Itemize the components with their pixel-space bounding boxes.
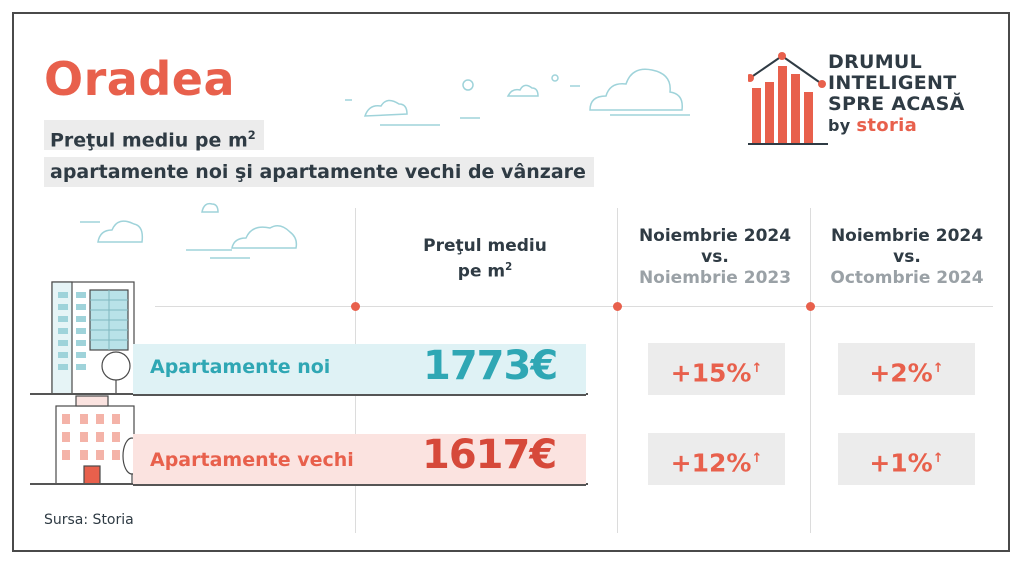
city-title: Oradea — [44, 52, 235, 106]
new-yoy-value: +15% — [670, 358, 752, 388]
sun-icon — [551, 74, 559, 82]
new-mom-value: +2% — [869, 358, 933, 388]
subtitle-line-1-text: Preţul mediu pe m — [50, 129, 248, 152]
cloud-icon — [363, 99, 408, 117]
column-divider — [617, 208, 618, 533]
new-mom-change: +2%↑ — [838, 343, 975, 395]
mom-header-line-2: vs. — [893, 247, 921, 267]
storia-brand: storia — [856, 115, 918, 136]
subtitle-sup: 2 — [247, 128, 256, 142]
yoy-header-line-1: Noiembrie 2024 — [638, 226, 792, 246]
infographic-frame — [12, 12, 1010, 552]
yoy-header-line-2: vs. — [701, 247, 729, 267]
old-apartments-price: 1617€ — [422, 432, 557, 478]
arrow-up-icon: ↑ — [751, 451, 763, 466]
price-header-line-2: pe m2 — [400, 257, 570, 283]
arrow-up-icon: ↑ — [932, 451, 944, 466]
old-mom-value: +1% — [869, 448, 933, 478]
logo-line-3: SPRE ACASĂ — [828, 93, 965, 115]
new-yoy-change: +15%↑ — [648, 343, 785, 395]
logo-line-2: INTELIGENT — [828, 72, 957, 94]
yoy-header-line-3: Noiembrie 2023 — [638, 268, 792, 288]
mom-column-header: Noiembrie 2024 vs. Octombrie 2024 — [818, 226, 996, 289]
old-mom-change: +1%↑ — [838, 433, 975, 485]
cloud-icon — [201, 202, 219, 213]
cloud-icon — [97, 220, 144, 243]
cloud-icon — [506, 84, 539, 97]
price-header-sup: 2 — [505, 262, 513, 273]
cloud-icon — [231, 225, 298, 249]
cloud-icon — [589, 68, 683, 111]
divider-dot — [613, 302, 622, 311]
price-header-line-1: Preţul mediu — [423, 236, 547, 256]
subtitle-line-2: apartamente noi şi apartamente vechi de … — [44, 157, 594, 187]
divider-dot — [806, 302, 815, 311]
subtitle-line-1: Preţul mediu pe m2 — [44, 120, 264, 152]
new-apartments-price: 1773€ — [423, 343, 558, 389]
drumul-inteligent-logo-graphic — [748, 52, 828, 145]
new-apartments-label: Apartamente noi — [150, 356, 331, 378]
old-apartments-label: Apartamente vechi — [150, 449, 354, 471]
old-apartments-band — [133, 434, 586, 486]
mom-header-line-1: Noiembrie 2024 — [830, 226, 984, 246]
yoy-column-header: Noiembrie 2024 vs. Noiembrie 2023 — [625, 226, 805, 289]
house-bars-icon — [748, 52, 828, 145]
source-note: Sursa: Storia — [44, 512, 134, 528]
logo-by-text: by — [828, 116, 851, 135]
column-divider — [810, 208, 811, 533]
new-apartments-band — [133, 344, 586, 396]
logo-line-1: DRUMUL — [828, 51, 923, 73]
arrow-up-icon: ↑ — [751, 361, 763, 376]
old-yoy-value: +12% — [670, 448, 752, 478]
price-header-line-2-text: pe m — [457, 261, 506, 282]
logo-wordmark: DRUMUL INTELIGENT SPRE ACASĂ by storia — [828, 51, 965, 137]
cloud-icons — [80, 68, 690, 259]
logo-byline: by storia — [828, 115, 965, 136]
mom-header-line-3: Octombrie 2024 — [830, 268, 984, 288]
sun-icon — [462, 79, 474, 91]
header-divider — [155, 306, 993, 307]
price-column-header: Preţul mediu pe m2 — [400, 236, 570, 283]
arrow-up-icon: ↑ — [932, 361, 944, 376]
old-yoy-change: +12%↑ — [648, 433, 785, 485]
divider-dot — [351, 302, 360, 311]
